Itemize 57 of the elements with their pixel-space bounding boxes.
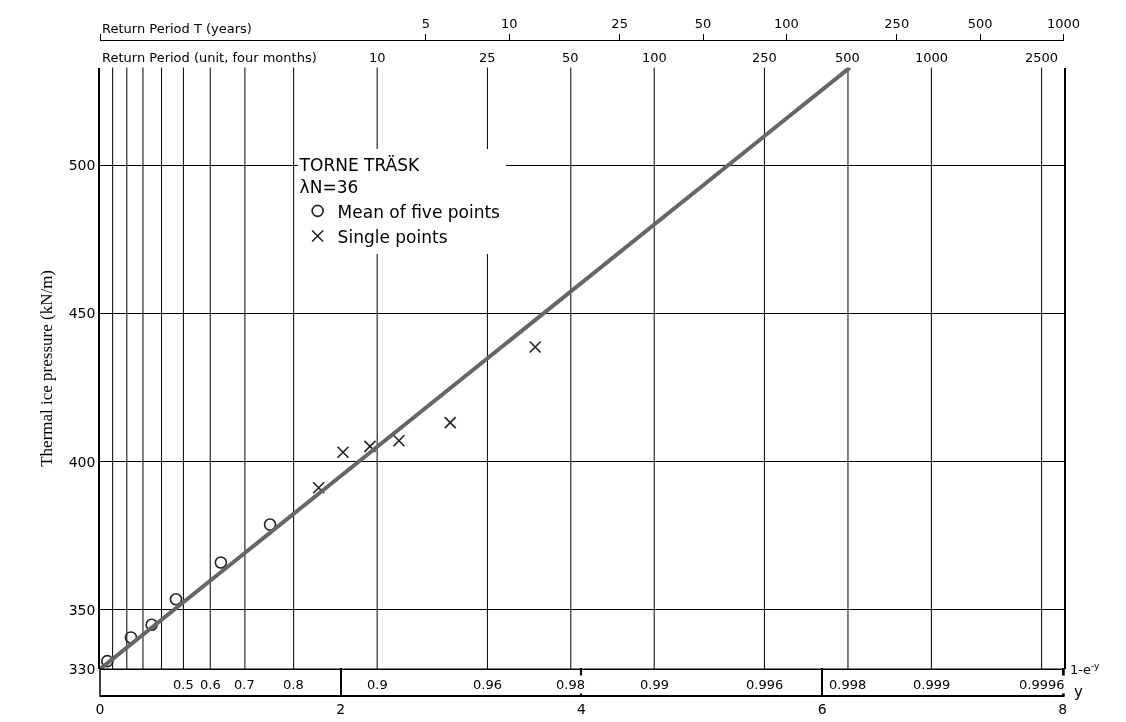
x2-tick-label: 10 (501, 16, 518, 32)
x2-tick-label: 500 (967, 16, 993, 32)
text: Return Period (unit, four months) (102, 50, 317, 65)
y-tick-label: 450 (68, 305, 96, 322)
x2-tick-label: 100 (774, 16, 799, 32)
x2-tick-label: 25 (611, 16, 628, 32)
point (363, 440, 377, 453)
y-tick-label: 350 (68, 601, 96, 618)
annotation: 0.9996 (1019, 677, 1065, 692)
point (263, 518, 277, 531)
annotation: 0.7 (234, 677, 255, 692)
x2-tick-label: 250 (884, 16, 910, 32)
annotation: 50 (562, 50, 579, 65)
x-tick-label: 0 (95, 700, 105, 717)
x-axis-title: y (1074, 683, 1083, 701)
annotation: 1000 (915, 50, 949, 65)
annotation: 0.8 (283, 677, 304, 692)
annotation: 100 (642, 50, 667, 65)
text: 1-e$^{-y}$ (1070, 661, 1101, 678)
annotation: 25 (479, 50, 496, 65)
point (336, 445, 350, 459)
point (101, 654, 114, 668)
legend-label: Mean of five points (337, 201, 501, 222)
legend-label: Single points (337, 226, 448, 247)
y-tick-label: 500 (68, 157, 96, 174)
x-tick-label: 2 (336, 700, 346, 717)
point (169, 592, 183, 606)
annotation: 0.6 (200, 677, 221, 692)
x2-axis-title: Return Period T (years) (102, 21, 252, 36)
annotation: 2500 (1025, 50, 1059, 65)
annotation: 250 (752, 50, 777, 65)
annotation: 0.996 (746, 677, 784, 692)
x-tick-label: 8 (1058, 700, 1068, 717)
annotation: 0.96 (473, 677, 502, 692)
point (443, 416, 457, 429)
annotation: 0.99 (640, 677, 669, 692)
point (528, 340, 542, 354)
annotation: 0.998 (829, 677, 867, 692)
x2-tick-label: 50 (694, 16, 712, 32)
point (392, 434, 406, 447)
y-axis-title: Thermal ice pressure (kN/m) (36, 269, 56, 467)
point (145, 618, 158, 631)
y-tick-label: 330 (68, 661, 96, 678)
x2-tick-label: 5 (421, 16, 431, 32)
x-tick-label: 6 (817, 700, 827, 717)
annotation: 10 (369, 50, 386, 65)
annotation: 0.5 (173, 677, 194, 692)
annotation: 0.98 (556, 677, 585, 692)
annotation: 500 (835, 50, 860, 65)
annotation: 0.999 (913, 677, 951, 692)
point (312, 481, 325, 495)
annotation: 0.9 (367, 677, 388, 692)
legend-title: TORNE TRÄSK λN=36 (298, 155, 420, 198)
y-tick-label: 400 (68, 453, 96, 470)
x-tick-label: 4 (576, 700, 586, 717)
point (214, 556, 228, 569)
x2-tick-label: 1000 (1047, 16, 1081, 32)
